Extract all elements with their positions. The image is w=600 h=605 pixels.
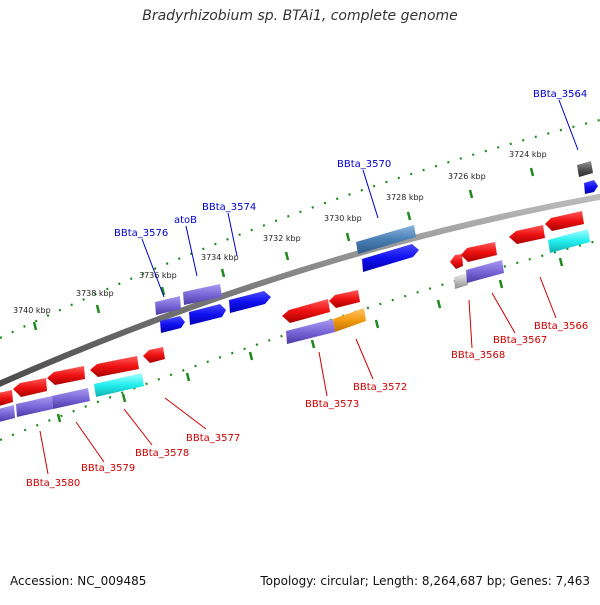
gene-purple[interactable] <box>286 319 335 344</box>
reverse-genes <box>0 211 590 422</box>
gene-label-bbta-3574[interactable]: BBta_3574 <box>202 202 256 213</box>
gene-purple[interactable] <box>155 296 181 315</box>
gene-orange[interactable] <box>333 308 366 332</box>
scale-label-3728: 3728 kbp <box>386 193 424 202</box>
scale-label-3736: 3736 kbp <box>139 271 177 280</box>
gene-label-bbta-3573[interactable]: BBta_3573 <box>305 399 359 410</box>
gene-red[interactable] <box>545 211 584 231</box>
gene-red[interactable] <box>461 242 497 262</box>
gene-red[interactable] <box>0 390 13 406</box>
gene-red[interactable] <box>13 378 47 397</box>
gene-blue[interactable] <box>160 316 185 333</box>
gene-purple[interactable] <box>52 388 90 409</box>
scale-label-3738: 3738 kbp <box>76 289 114 298</box>
scale-label-3732: 3732 kbp <box>263 234 301 243</box>
gene-label-bbta-3576[interactable]: BBta_3576 <box>114 228 168 239</box>
topology-text: Topology: circular; Length: 8,264,687 bp… <box>260 574 590 588</box>
gene-purple[interactable] <box>183 284 222 305</box>
gene-red[interactable] <box>282 299 330 323</box>
gene-label-bbta-3580[interactable]: BBta_3580 <box>26 478 80 489</box>
scale-label-3740: 3740 kbp <box>13 306 51 315</box>
gene-label-bbta-3579[interactable]: BBta_3579 <box>81 463 135 474</box>
gene-purple[interactable] <box>466 260 504 283</box>
outer-tick-dots <box>0 118 600 339</box>
gene-blue[interactable] <box>362 244 419 272</box>
accession-text: Accession: NC_009485 <box>10 574 147 588</box>
outer-major-ticks <box>32 167 535 331</box>
gene-red[interactable] <box>509 225 545 244</box>
genome-backbone <box>0 193 600 387</box>
scale-label-3730: 3730 kbp <box>324 214 362 223</box>
scale-label-3724: 3724 kbp <box>509 150 547 159</box>
gene-red[interactable] <box>47 366 85 385</box>
forward-leader-lines <box>141 99 579 298</box>
gene-label-bbta-3564[interactable]: BBta_3564 <box>533 89 587 100</box>
gene-light-gray[interactable] <box>454 273 468 289</box>
gene-label-bbta-3578[interactable]: BBta_3578 <box>135 448 189 459</box>
inner-major-ticks <box>56 257 564 423</box>
gene-label-bbta-3572[interactable]: BBta_3572 <box>353 382 407 393</box>
gene-label-atob[interactable]: atoB <box>174 215 197 226</box>
gene-gray[interactable] <box>577 161 593 177</box>
scale-label-3734: 3734 kbp <box>201 253 239 262</box>
gene-label-bbta-3570[interactable]: BBta_3570 <box>337 159 391 170</box>
gene-cyan[interactable] <box>548 229 590 253</box>
gene-blue[interactable] <box>229 291 271 313</box>
gene-label-bbta-3568[interactable]: BBta_3568 <box>451 350 505 361</box>
scale-label-3726: 3726 kbp <box>448 172 486 181</box>
map-title: Bradyrhizobium sp. BTAi1, complete genom… <box>142 8 458 24</box>
gene-label-bbta-3566[interactable]: BBta_3566 <box>534 321 588 332</box>
gene-purple[interactable] <box>16 396 53 417</box>
gene-red[interactable] <box>329 290 360 308</box>
forward-genes <box>155 161 598 333</box>
gene-steel[interactable] <box>356 225 416 254</box>
gene-purple[interactable] <box>0 405 15 422</box>
gene-red[interactable] <box>90 356 139 377</box>
gene-blue[interactable] <box>189 304 226 325</box>
gene-cyan[interactable] <box>94 373 144 397</box>
gene-red[interactable] <box>143 347 165 363</box>
gene-label-bbta-3567[interactable]: BBta_3567 <box>493 335 547 346</box>
gene-label-bbta-3577[interactable]: BBta_3577 <box>186 433 240 444</box>
gene-red[interactable] <box>450 254 463 269</box>
reverse-leader-lines <box>39 276 557 475</box>
gene-blue[interactable] <box>584 180 598 194</box>
